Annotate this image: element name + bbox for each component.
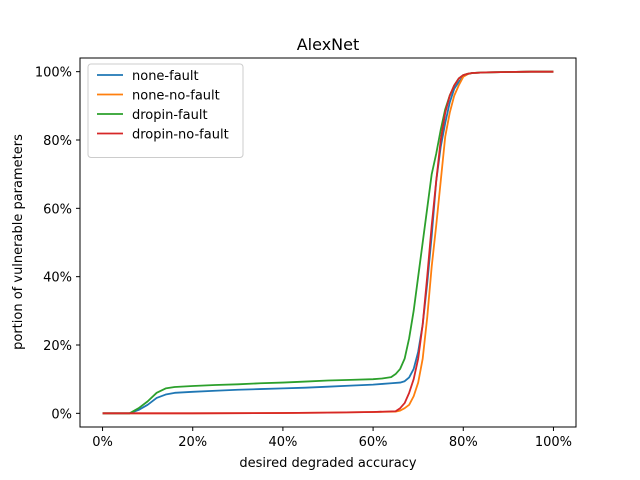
- y-tick-label: 80%: [43, 134, 72, 149]
- axes-frame: [79, 57, 577, 428]
- legend-label-dropin-no-fault: dropin-no-fault: [132, 128, 229, 143]
- legend-label-none-no-fault: none-no-fault: [132, 89, 220, 104]
- y-tick-label: 20%: [43, 339, 72, 354]
- x-tick-label: 60%: [359, 435, 388, 450]
- x-axis-label: desired degraded accuracy: [239, 456, 416, 471]
- chart-title: AlexNet: [297, 35, 360, 54]
- x-tick-label: 100%: [535, 435, 572, 450]
- legend-box: [87, 63, 244, 158]
- legend: none-fault none-no-fault dropin-fault dropi…: [87, 63, 244, 158]
- y-tick-label: 40%: [43, 271, 72, 286]
- y-tick-label: 0%: [51, 407, 72, 422]
- series-line-dropin-no-fault: [102, 70, 554, 415]
- y-axis-label: portion of vulnerable parameters: [11, 134, 26, 350]
- plot-area: 0% 20% 40% 60% 80% 100% 0% 20% 40% 60% 80% 100%: [35, 57, 577, 450]
- y-tick-label: 100%: [35, 66, 72, 81]
- legend-label-dropin-fault: dropin-fault: [132, 108, 208, 123]
- legend-label-none-fault: none-fault: [132, 69, 199, 84]
- x-tick-label: 0%: [92, 435, 113, 450]
- y-tick-label: 60%: [43, 202, 72, 217]
- x-tick-label: 80%: [449, 435, 478, 450]
- x-tick-label: 20%: [178, 435, 207, 450]
- x-tick-label: 40%: [268, 435, 297, 450]
